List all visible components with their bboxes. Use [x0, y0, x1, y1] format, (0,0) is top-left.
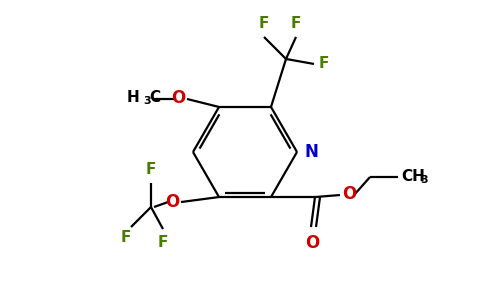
Text: 3: 3 [420, 175, 428, 185]
Text: CH: CH [401, 169, 425, 184]
Text: N: N [305, 143, 319, 161]
Text: F: F [259, 16, 269, 31]
Text: F: F [158, 235, 168, 250]
Text: O: O [165, 193, 179, 211]
Text: F: F [146, 162, 156, 177]
Text: F: F [121, 230, 131, 245]
Text: F: F [291, 16, 301, 31]
Text: O: O [171, 89, 185, 107]
Text: F: F [319, 56, 330, 71]
Text: 3: 3 [143, 96, 151, 106]
Text: O: O [305, 234, 319, 252]
Text: C: C [149, 91, 160, 106]
Text: O: O [342, 185, 356, 203]
Text: H: H [126, 91, 139, 106]
